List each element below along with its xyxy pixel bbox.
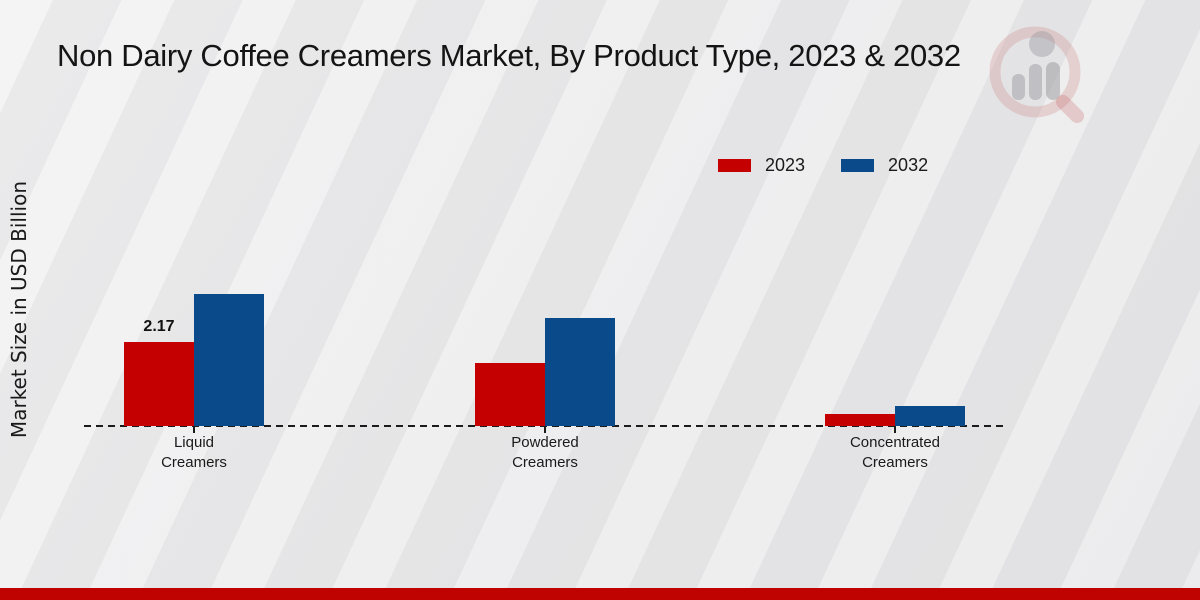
legend-label-2023: 2023 [765,155,806,175]
category-label: Liquid Creamers [161,434,227,471]
bar-2023-category-2 [825,414,895,426]
legend-swatch-2023 [718,159,751,172]
bar-2032-category-0 [194,294,264,426]
legend-swatch-2032 [841,159,875,172]
x-axis-tick [894,426,896,433]
x-axis-tick [193,426,195,433]
chart-title: Non Dairy Coffee Creamers Market, By Pro… [57,38,961,73]
bottom-accent-band [0,588,1200,600]
bar-value-label: 2.17 [143,318,175,335]
legend: 2023 2032 [718,155,950,176]
bar-2032-category-2 [895,406,965,426]
bar-2032-category-1 [545,318,615,426]
x-axis-tick [544,426,546,433]
category-label: Concentrated Creamers [849,434,941,471]
bar-2023-category-1 [475,363,545,426]
legend-label-2032: 2032 [888,155,929,175]
category-label: Powdered Creamers [511,434,579,471]
bar-2023-category-0 [124,342,194,426]
